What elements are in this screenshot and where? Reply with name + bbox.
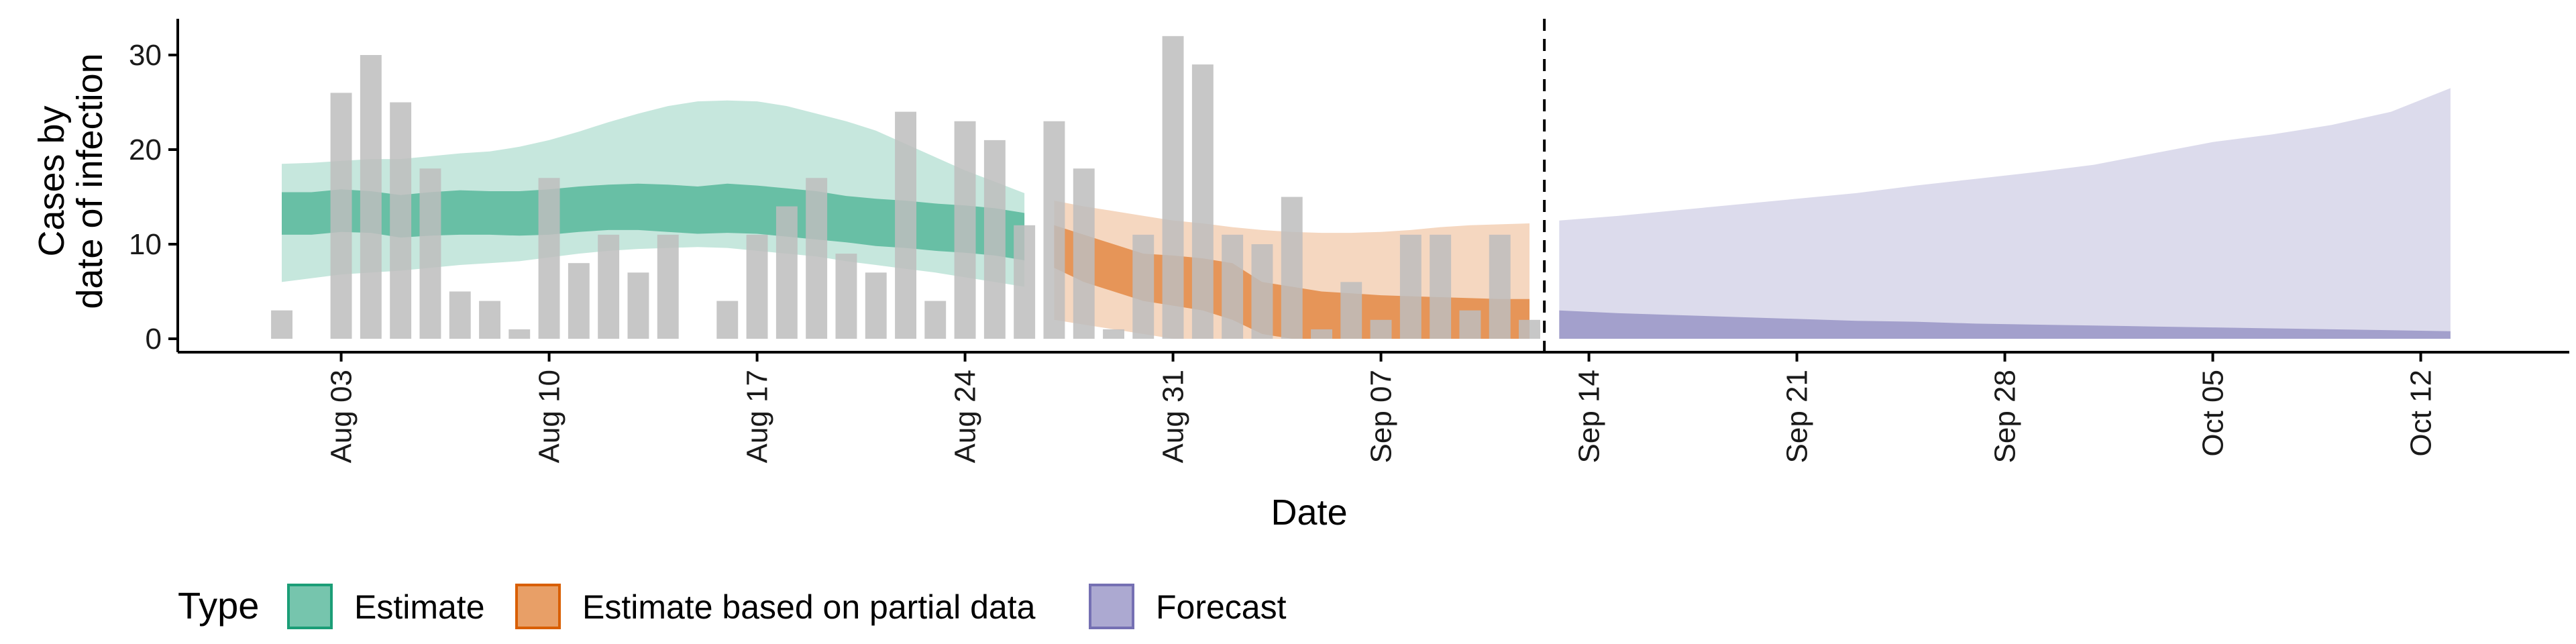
bar: [657, 234, 679, 339]
axes: 0 10 20 30 Aug 03 Aug 10 Aug 17 Aug 24 Aug 31 Sep…: [32, 19, 2569, 533]
bar: [954, 121, 976, 339]
x-tick-label: Aug 24: [949, 370, 982, 463]
bar: [538, 178, 560, 339]
bar: [1103, 329, 1124, 339]
bar: [1430, 234, 1452, 339]
bar: [330, 93, 352, 339]
bar: [390, 102, 412, 339]
estimate-ribbon-50: [282, 183, 1025, 260]
x-tick-label: Aug 31: [1157, 370, 1190, 463]
y-tick-label: 30: [129, 39, 162, 72]
bar: [1489, 234, 1511, 339]
x-tick-label: Oct 12: [2405, 370, 2438, 457]
bar: [1311, 329, 1332, 339]
bar: [1073, 168, 1095, 339]
x-tick-label: Sep 07: [1365, 370, 1398, 463]
y-tick-label: 0: [146, 323, 162, 356]
bar: [1222, 234, 1244, 339]
bar: [568, 263, 590, 339]
bar: [419, 168, 441, 339]
x-tick-label: Aug 17: [741, 370, 774, 463]
bar: [1399, 234, 1421, 339]
forecast-ribbon-50: [1559, 310, 2451, 339]
bar: [1014, 225, 1036, 339]
legend-label-forecast: Forecast: [1156, 588, 1287, 626]
bar: [983, 140, 1006, 339]
bar: [271, 310, 292, 339]
x-tick-label: Sep 14: [1573, 370, 1606, 463]
bar: [1340, 282, 1362, 339]
bar: [1043, 121, 1065, 339]
x-tick-label: Aug 10: [533, 370, 566, 463]
y-axis-title-line2: date of infection: [70, 53, 110, 309]
y-tick-label: 10: [129, 228, 162, 261]
bar: [1162, 36, 1184, 339]
bar: [1251, 244, 1273, 339]
bar-layer: [271, 36, 1540, 339]
bar: [1370, 319, 1392, 339]
x-tick-label: Sep 21: [1781, 370, 1814, 463]
bar: [716, 301, 739, 339]
bar: [1281, 197, 1303, 339]
legend-key-estimate: [287, 584, 333, 629]
bar: [627, 272, 649, 339]
bar: [1191, 64, 1214, 339]
legend: Type Estimate Estimate based on partial da…: [178, 584, 1287, 629]
bar: [508, 329, 531, 339]
x-tick-label: Oct 05: [2197, 370, 2230, 457]
forecast-ribbon-90: [1559, 88, 2451, 339]
bar: [479, 301, 500, 339]
bar: [865, 272, 887, 339]
bar: [775, 206, 798, 339]
legend-key-estimate-based-on-partial-data: [515, 584, 561, 629]
legend-title: Type: [178, 584, 259, 627]
bar: [1132, 234, 1155, 339]
x-tick-label: Sep 28: [1989, 370, 2022, 463]
bar: [895, 111, 916, 339]
bar: [746, 234, 768, 339]
x-tick-label: Aug 03: [325, 370, 358, 463]
bar: [1459, 310, 1481, 339]
bar: [924, 301, 947, 339]
bar: [806, 178, 828, 339]
bar: [360, 55, 382, 339]
bar: [449, 291, 471, 339]
legend-key-forecast: [1089, 584, 1134, 629]
bar: [1519, 319, 1540, 339]
x-axis-title: Date: [1271, 492, 1348, 533]
y-axis-title-line1: Cases by: [32, 105, 72, 256]
legend-label-estimate: Estimate: [354, 588, 485, 626]
bar: [835, 254, 857, 339]
bar: [598, 234, 620, 339]
y-tick-label: 20: [129, 133, 162, 166]
legend-label-estimate-based-on-partial-data: Estimate based on partial data: [582, 588, 1036, 626]
